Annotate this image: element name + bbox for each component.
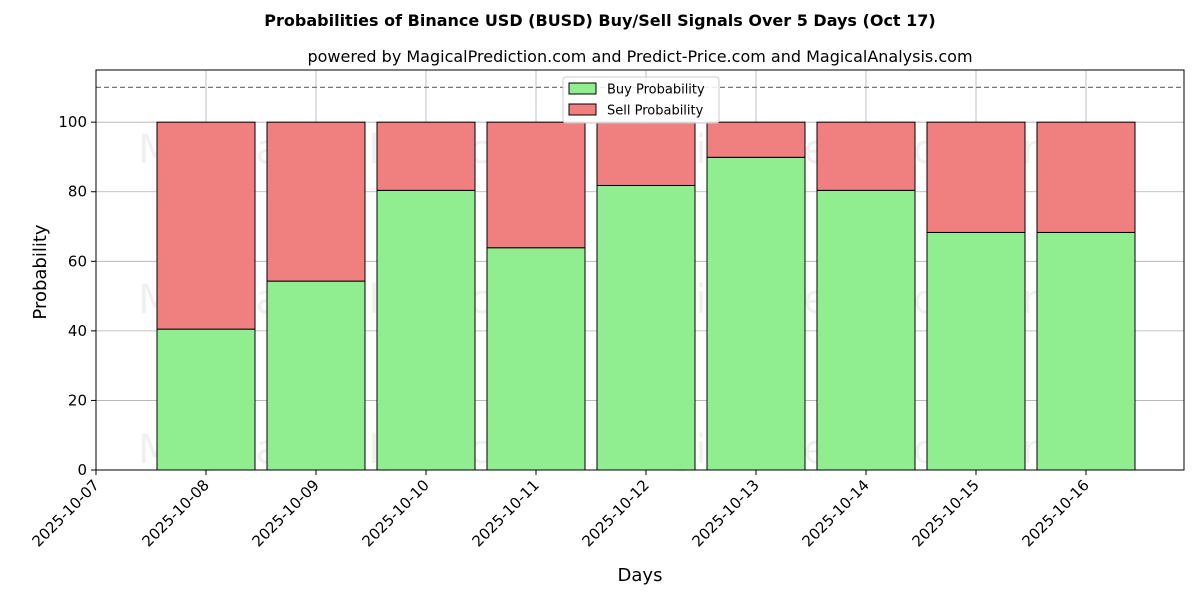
buy-bar <box>486 247 586 471</box>
legend-label: Sell Probability <box>607 104 704 119</box>
sell-bar <box>376 121 476 191</box>
sell-bar <box>816 121 916 191</box>
sell-bar <box>926 121 1026 233</box>
sell-bar <box>266 121 366 282</box>
x-tick-label: 2025-10-13 <box>688 476 762 550</box>
x-tick-label: 2025-10-07 <box>28 476 102 550</box>
buy-bar <box>376 189 476 471</box>
y-tick-label: 40 <box>68 322 87 340</box>
plot-frame <box>95 69 1185 471</box>
buy-bar <box>926 231 1026 471</box>
x-axis: 2025-10-07 2025-10-08 2025-10-09 2025-10-10… <box>28 470 1093 550</box>
x-tick-label: 2025-10-15 <box>908 476 982 550</box>
sell-bar <box>1036 121 1136 233</box>
legend-swatch <box>568 103 597 116</box>
legend-box <box>562 76 720 124</box>
buy-bar <box>1036 231 1136 471</box>
sell-bar <box>596 121 696 186</box>
buy-bar <box>816 189 916 471</box>
legend: Buy Probability Sell Probability <box>562 76 720 124</box>
x-tick-label: 2025-10-11 <box>468 476 542 550</box>
x-tick-label: 2025-10-08 <box>138 476 212 550</box>
y-axis-label: Probability <box>30 224 51 319</box>
x-tick-label: 2025-10-14 <box>798 476 872 550</box>
y-tick-label: 80 <box>68 183 87 201</box>
buy-bar <box>266 280 366 471</box>
sell-bar <box>486 121 586 249</box>
x-tick-label: 2025-10-16 <box>1018 476 1092 550</box>
y-tick-label: 100 <box>58 113 87 131</box>
y-tick-label: 60 <box>68 252 87 270</box>
y-tick-label: 0 <box>77 461 87 479</box>
bars <box>156 121 1136 471</box>
chart-subtitle: powered by MagicalPrediction.com and Pre… <box>307 47 972 66</box>
chart-title: Probabilities of Binance USD (BUSD) Buy/… <box>264 11 935 30</box>
x-tick-label: 2025-10-10 <box>358 476 432 550</box>
x-axis-label: Days <box>618 565 663 586</box>
buy-bar <box>596 184 696 471</box>
x-tick-label: 2025-10-12 <box>578 476 652 550</box>
sell-bar <box>156 121 256 330</box>
buy-bar <box>706 156 806 471</box>
x-tick-label: 2025-10-09 <box>248 476 322 550</box>
legend-swatch <box>568 82 597 95</box>
legend-label: Buy Probability <box>607 83 705 98</box>
buy-bar <box>156 328 256 471</box>
y-axis: 0 20 40 60 80 100 <box>58 113 96 479</box>
y-tick-label: 20 <box>68 391 87 409</box>
sell-bar <box>706 121 806 158</box>
